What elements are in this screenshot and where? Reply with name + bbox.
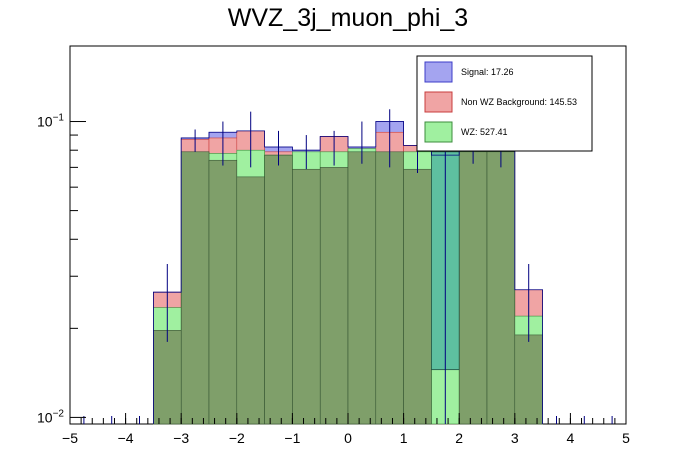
chart-title: WVZ_3j_muon_phi_3 [227, 4, 469, 32]
y-tick-label: 10−1 [37, 113, 64, 130]
x-tick-label: −5 [62, 430, 78, 446]
bar-overlay-8 [375, 151, 404, 425]
x-tick-label: 0 [344, 430, 352, 446]
bar-overlay-2 [208, 159, 238, 425]
legend-swatch-0 [424, 61, 453, 83]
legend-swatch-2 [424, 121, 453, 143]
legend-label-1: Non WZ Background: 145.53 [461, 97, 577, 107]
bar-overlay-11 [458, 151, 488, 425]
bar-overlay-3 [236, 176, 265, 425]
y-tick-label: 10−2 [37, 408, 64, 425]
legend-label-0: Signal: 17.26 [461, 67, 514, 77]
bar-overlay-13 [514, 334, 543, 425]
bar-overlay-1 [180, 151, 210, 425]
x-tick-label: −3 [173, 430, 189, 446]
x-tick-label: 5 [622, 430, 630, 446]
x-tick-label: 1 [400, 430, 408, 446]
bar-overlay-4 [264, 154, 293, 425]
x-tick-label: −2 [229, 430, 245, 446]
legend-swatch-1 [424, 91, 453, 113]
x-tick-label: 2 [455, 430, 463, 446]
x-tick-label: 4 [567, 430, 575, 446]
legend-label-2: WZ: 527.41 [461, 127, 508, 137]
bar-overlay-0 [153, 330, 182, 425]
legend: Signal: 17.26 Non WZ Background: 145.53 WZ… [416, 55, 593, 152]
bar-overlay-6 [319, 167, 349, 425]
x-tick-label: 3 [511, 430, 519, 446]
x-tick-label: −1 [284, 430, 300, 446]
bar-overlay-7 [347, 151, 377, 425]
bar-overlay-12 [486, 151, 516, 425]
x-tick-label: −4 [118, 430, 134, 446]
bar-overlay-5 [292, 168, 321, 425]
bar-overlay-9 [403, 168, 432, 425]
